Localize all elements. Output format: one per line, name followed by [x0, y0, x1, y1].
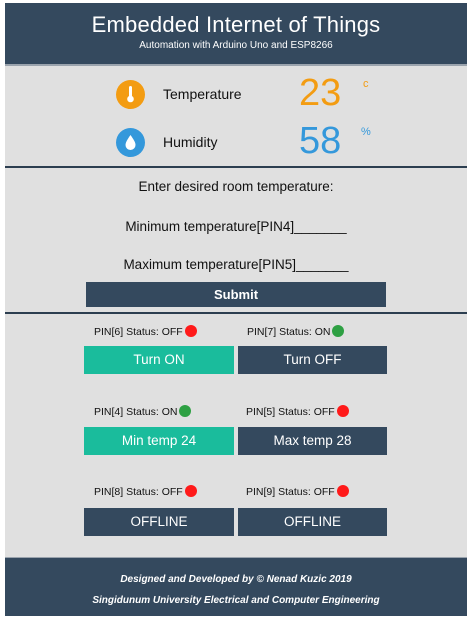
pin-9-status: PIN[9] Status: OFF [246, 485, 349, 498]
pin-8-status-label: PIN[8] Status: OFF [94, 486, 183, 498]
max-temp-button[interactable]: Max temp 28 [238, 427, 387, 455]
pin-6-status: PIN[6] Status: OFF [94, 325, 197, 338]
pin-5-status: PIN[5] Status: OFF [246, 405, 349, 418]
temperature-label: Temperature [163, 86, 242, 102]
pin-8-offline-button[interactable]: OFFLINE [84, 508, 234, 536]
pin-7-status: PIN[7] Status: ON [247, 325, 345, 338]
temperature-unit: c [363, 78, 369, 90]
status-off-icon [184, 325, 197, 337]
humidity-label: Humidity [163, 134, 218, 150]
pin-8-status: PIN[8] Status: OFF [94, 485, 197, 498]
status-on-icon [332, 325, 345, 337]
footer-institution: Singidunum University Electrical and Com… [92, 595, 380, 606]
pin-6-status-label: PIN[6] Status: OFF [94, 326, 183, 338]
temperature-row: Temperature 23 c [5, 70, 467, 118]
temperature-value: 23 [299, 72, 342, 114]
submit-button[interactable]: Submit [86, 282, 386, 307]
pin-7-turn-off-button[interactable]: Turn OFF [238, 346, 387, 374]
footer-credit: Designed and Developed by © Nenad Kuzic … [120, 574, 352, 585]
pin-9-status-label: PIN[9] Status: OFF [246, 486, 335, 498]
status-off-icon [184, 485, 197, 497]
max-temperature-field[interactable]: Maximum temperature[PIN5]_______ [123, 257, 349, 272]
divider [5, 312, 467, 314]
app-frame: Embedded Internet of Things Automation w… [5, 3, 467, 616]
page-title: Embedded Internet of Things [91, 12, 381, 37]
humidity-value: 58 [299, 120, 342, 162]
humidity-unit: % [361, 126, 371, 138]
page-header: Embedded Internet of Things Automation w… [5, 3, 467, 66]
water-drop-icon [116, 128, 145, 157]
page-footer: Designed and Developed by © Nenad Kuzic … [5, 557, 467, 616]
min-temperature-field[interactable]: Minimum temperature[PIN4]_______ [125, 219, 347, 234]
min-temp-button[interactable]: Min temp 24 [84, 427, 234, 455]
divider [5, 166, 467, 168]
status-on-icon [179, 405, 192, 417]
pin-4-status: PIN[4] Status: ON [94, 405, 192, 418]
pin-7-status-label: PIN[7] Status: ON [247, 326, 331, 338]
status-off-icon [336, 485, 349, 497]
form-prompt: Enter desired room temperature: [138, 179, 334, 194]
thermometer-icon [116, 80, 145, 109]
humidity-row: Humidity 58 % [5, 118, 467, 166]
status-off-icon [336, 405, 349, 417]
pin-6-turn-on-button[interactable]: Turn ON [84, 346, 234, 374]
pin-4-status-label: PIN[4] Status: ON [94, 406, 178, 418]
page-subtitle: Automation with Arduino Uno and ESP8266 [139, 40, 333, 51]
pin-9-offline-button[interactable]: OFFLINE [238, 508, 387, 536]
pin-5-status-label: PIN[5] Status: OFF [246, 406, 335, 418]
